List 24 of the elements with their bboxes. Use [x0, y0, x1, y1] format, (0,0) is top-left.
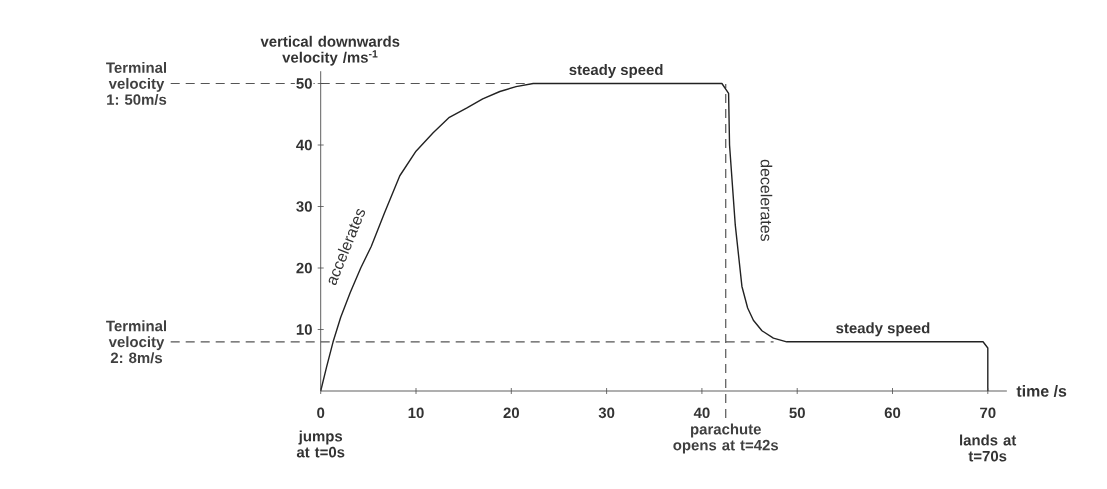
x-axis-title: time /s — [1016, 385, 1067, 397]
x-tick-label: 20 — [503, 407, 519, 419]
x-tick-label: 50 — [789, 407, 805, 419]
annotation: steady speed — [569, 64, 663, 78]
y-tick-label: 40 — [296, 139, 312, 151]
x-tick-label: 40 — [693, 407, 710, 419]
x-tick-label: 70 — [980, 407, 996, 419]
y-tick-label: 50 — [296, 78, 312, 89]
y-tick-label: 30 — [296, 201, 312, 212]
y-tick-label: 20 — [296, 262, 312, 274]
y-tick-label: 10 — [296, 324, 312, 335]
text: lands at t=70s — [960, 434, 1017, 462]
text: jumps at t=0s — [296, 430, 345, 458]
ref-line-label: Terminal velocity 1: 50m/s — [106, 62, 167, 105]
x-tick-label: 10 — [408, 407, 424, 419]
x-tick-label: 0 — [317, 407, 325, 419]
x-tick-label: 30 — [598, 407, 615, 419]
x-tick-label: 60 — [884, 407, 901, 419]
y-axis-title: vertical downwards velocity /ms$^{-1}$ — [260, 35, 400, 66]
annotation: decelerates — [760, 159, 773, 242]
ref-line-label: Terminal velocity 2: 8m/s — [106, 320, 167, 364]
annotation: steady speed — [836, 322, 930, 337]
line-series — [320, 82, 989, 392]
ref-line-label: parachute opens at t=42s — [673, 423, 779, 454]
